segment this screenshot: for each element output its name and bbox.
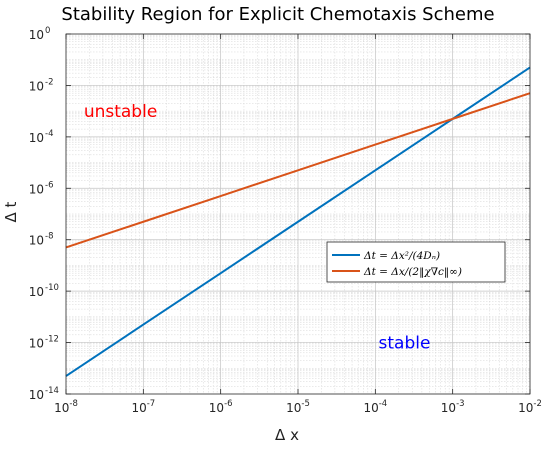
y-tick-exponent: -10	[45, 283, 59, 293]
y-tick-exponent: -2	[45, 77, 53, 87]
y-tick-exponent: 0	[45, 26, 50, 36]
y-tick-label: 10	[29, 131, 44, 145]
series-layer	[65, 66, 531, 377]
y-tick-label: 10	[29, 79, 44, 93]
y-tick-label: 10	[29, 234, 44, 248]
chart-title: Stability Region for Explicit Chemotaxis…	[61, 4, 494, 25]
x-axis-label: Δ x	[275, 426, 299, 444]
y-axis-label: Δ t	[2, 201, 20, 222]
x-tick-label: 10-6	[209, 399, 233, 415]
y-tick-label: 10	[29, 388, 44, 402]
x-tick-label: 10-4	[363, 399, 387, 415]
major-grid	[66, 34, 530, 394]
tick-marks	[65, 33, 531, 395]
y-tick-exponent: -8	[45, 232, 53, 242]
y-tick-exponent: -6	[45, 180, 53, 190]
x-tick-labels: 10-8 10-7 10-6 10-5 10-4 10-3 10-2	[54, 399, 542, 415]
x-tick-label: 10-8	[54, 399, 78, 415]
legend-label-series-2: Δt = Δx/(2‖χ∇c‖∞)	[363, 266, 462, 279]
legend: Δt = Δx²/(4Dₙ) Δt = Δx/(2‖χ∇c‖∞)	[326, 241, 506, 283]
y-tick-exponent: -4	[45, 129, 53, 139]
y-tick-label: 10	[29, 182, 44, 196]
y-tick-label: 10	[29, 337, 44, 351]
stable-annotation: stable	[379, 334, 431, 354]
x-tick-label: 10-7	[131, 399, 155, 415]
series-line-2	[65, 92, 531, 249]
x-tick-label: 10-3	[441, 399, 465, 415]
unstable-annotation: unstable	[84, 102, 157, 122]
y-tick-label: 10	[29, 28, 44, 42]
y-tick-exponent: -12	[45, 335, 59, 345]
y-tick-label: 10	[29, 285, 44, 299]
annotations: unstable stable	[84, 102, 431, 353]
legend-box	[326, 241, 506, 283]
x-tick-label: 10-2	[518, 399, 542, 415]
legend-label-series-1: Δt = Δx²/(4Dₙ)	[363, 250, 440, 262]
x-tick-label: 10-5	[286, 399, 310, 415]
y-tick-exponent: -14	[45, 386, 59, 396]
